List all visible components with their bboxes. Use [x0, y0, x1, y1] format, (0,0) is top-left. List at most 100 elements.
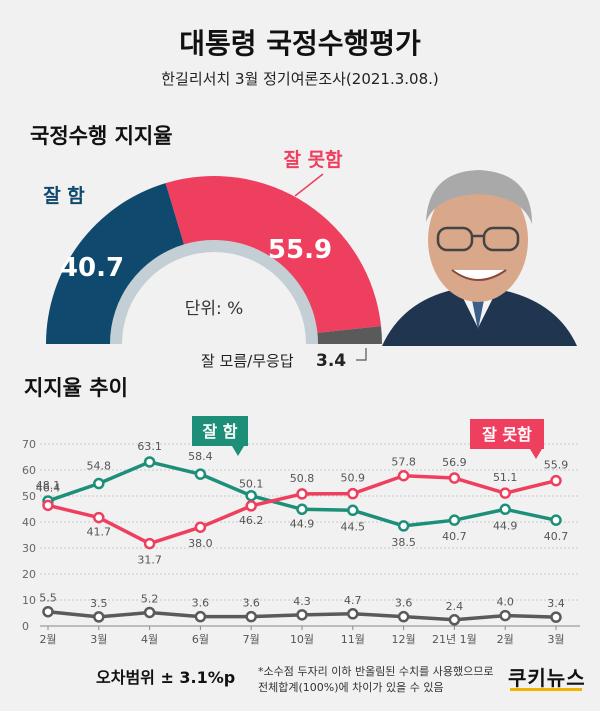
page-subtitle: 한길리서치 3월 정기여론조사(2021.3.08.) — [161, 70, 439, 88]
data-point — [550, 514, 562, 526]
data-point — [448, 614, 461, 626]
x-tick-label: 21년 1월 — [432, 633, 477, 646]
gauge-value-unknown: 3.4 — [316, 351, 346, 371]
data-label: 40.7 — [442, 530, 467, 543]
margin-of-error: 오차범위 ± 3.1%p — [96, 668, 236, 687]
data-point — [448, 472, 461, 484]
y-tick-label: 20 — [22, 568, 36, 581]
data-point — [499, 609, 511, 622]
x-tick-label: 12월 — [392, 633, 416, 646]
data-point — [42, 605, 54, 618]
gauge-label-unknown: 잘 모름/무응답 — [201, 352, 294, 370]
gauge-label-good: 잘 함 — [43, 185, 85, 207]
data-point — [42, 499, 54, 512]
data-label: 2.4 — [446, 600, 464, 613]
legend-badge-good-pointer — [232, 446, 244, 456]
data-label: 40.7 — [544, 530, 569, 543]
gauge-segment-good — [46, 183, 185, 344]
x-tick-label: 4월 — [141, 633, 158, 646]
data-point — [397, 469, 410, 482]
data-point — [143, 456, 156, 468]
rounding-note: *소수점 두자리 이하 반올림된 수치를 사용했으므로 전체합계(100%)에 … — [258, 664, 498, 696]
page-title: 대통령 국정수행평가 — [179, 27, 421, 60]
data-label: 50.1 — [239, 478, 264, 491]
data-label: 56.9 — [442, 456, 467, 469]
data-point — [245, 500, 257, 512]
data-label: 3.5 — [90, 597, 108, 610]
data-label: 44.5 — [341, 520, 366, 533]
president-portrait — [382, 170, 577, 346]
data-label: 3.6 — [242, 597, 260, 610]
y-tick-label: 50 — [22, 490, 36, 503]
data-label: 4.3 — [293, 595, 311, 608]
legend-badge-good — [192, 416, 248, 446]
data-point — [296, 488, 308, 500]
data-label: 5.5 — [39, 592, 57, 605]
rounding-note-line2: 전체합계(100%)에 차이가 있을 수 있음 — [258, 681, 444, 694]
data-point — [245, 489, 257, 502]
line-chart: 48.1 54.8 63.1 58.4 50.1 44.9 44.5 38.5 40.7 44.9… — [36, 416, 569, 626]
y-tick-label: 0 — [22, 620, 29, 633]
data-point — [347, 487, 359, 500]
gauge-unit-label: 단위: % — [185, 299, 244, 319]
data-label: 46.4 — [36, 481, 61, 494]
data-label: 44.9 — [290, 517, 315, 530]
data-label: 50.8 — [290, 472, 315, 485]
data-point — [93, 611, 105, 623]
data-label: 4.7 — [344, 594, 362, 607]
gauge-value-bad: 55.9 — [268, 235, 332, 265]
line-chart-grid: 0 10 20 30 40 50 60 70 2월 3월 4월 6월 7월 10월 11월 12월 21년 1월… — [22, 438, 580, 646]
gauge-label-bad: 잘 못함 — [283, 149, 343, 171]
data-label: 4.0 — [496, 596, 514, 609]
gauge-value-good: 40.7 — [60, 253, 124, 283]
data-point — [93, 477, 105, 490]
data-label: 38.5 — [391, 536, 416, 549]
x-tick-label: 2월 — [39, 633, 56, 646]
y-tick-label: 60 — [22, 464, 36, 477]
legend-label-good: 잘 함 — [202, 422, 237, 441]
data-point — [194, 610, 207, 623]
data-label: 57.8 — [391, 456, 416, 469]
data-point — [448, 514, 461, 526]
data-point — [194, 468, 207, 480]
data-point — [347, 608, 359, 620]
gauge-segment-bad — [165, 176, 382, 333]
trend-section-title: 지지율 추이 — [24, 376, 128, 400]
data-point — [296, 503, 308, 516]
legend-badge-bad-pointer — [530, 449, 542, 459]
data-point — [499, 487, 511, 499]
x-tick-label: 2월 — [497, 633, 514, 646]
legend-badge-bad — [470, 419, 544, 449]
gauge-chart: 단위: % 40.7 55.9 잘 함 잘 못함잘 모름/무응답 3.4 — [43, 149, 382, 371]
data-point — [296, 609, 308, 621]
data-label: 63.1 — [137, 440, 162, 453]
gauge-pointer-bad — [294, 173, 324, 197]
data-label: 41.7 — [87, 526, 112, 539]
x-tick-label: 6월 — [192, 633, 209, 646]
x-tick-label: 7월 — [243, 633, 260, 646]
y-tick-label: 40 — [22, 516, 36, 529]
data-point — [397, 610, 410, 623]
data-point — [550, 474, 562, 487]
data-label: 31.7 — [137, 554, 162, 567]
data-point — [143, 537, 156, 550]
data-point — [194, 521, 207, 533]
x-tick-label: 11월 — [341, 633, 365, 646]
rounding-note-line1: *소수점 두자리 이하 반올림된 수치를 사용했으므로 — [258, 665, 494, 678]
gauge-segment-unknown — [317, 326, 382, 344]
data-point — [499, 503, 511, 516]
gauge-pointer-unknown — [356, 348, 367, 361]
x-tick-label: 3월 — [547, 633, 564, 646]
data-label: 51.1 — [493, 471, 518, 484]
brand-logo-underline — [510, 688, 582, 691]
data-label: 3.6 — [192, 597, 210, 610]
data-label: 54.8 — [87, 460, 112, 473]
data-label: 44.9 — [493, 519, 518, 532]
y-tick-label: 10 — [22, 594, 36, 607]
data-label: 3.6 — [395, 597, 413, 610]
x-tick-label: 3월 — [90, 633, 107, 646]
brand-logo: 쿠키뉴스 — [508, 666, 586, 690]
approval-section-title: 국정수행 지지율 — [30, 124, 173, 148]
gauge-inner-ring — [110, 240, 318, 344]
